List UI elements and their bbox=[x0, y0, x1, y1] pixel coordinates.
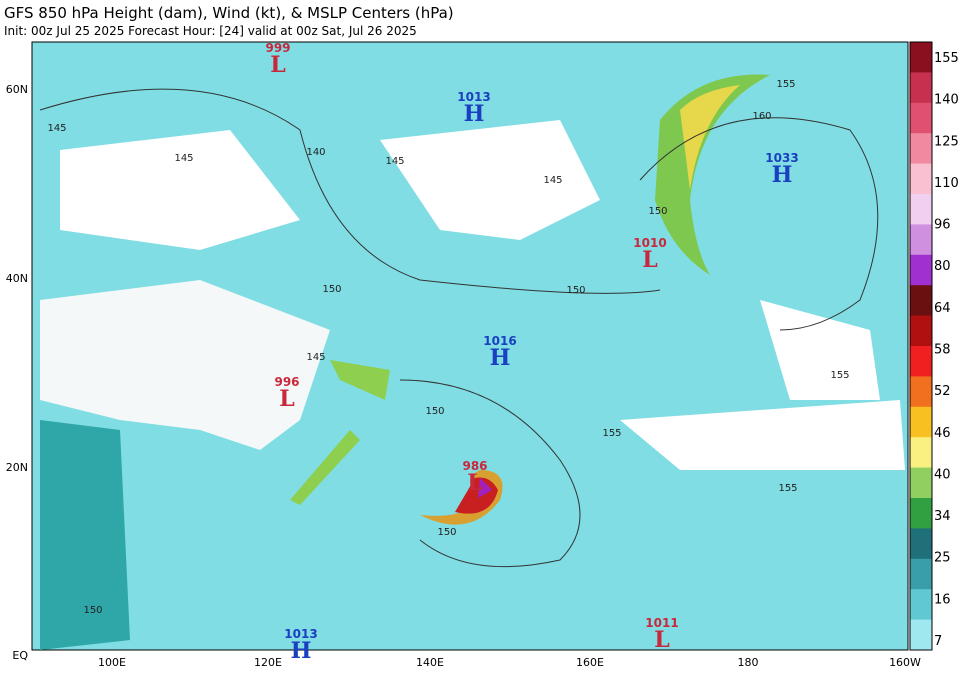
contour-label: 155 bbox=[602, 428, 621, 439]
colorbar-frame bbox=[909, 41, 933, 651]
lat-label: EQ bbox=[12, 649, 28, 662]
wind-band bbox=[330, 360, 390, 400]
contour-label: 155 bbox=[830, 370, 849, 381]
contour-label: 145 bbox=[174, 153, 193, 164]
colorbar-tick: 110 bbox=[934, 176, 959, 191]
colorbar-tick: 34 bbox=[934, 509, 951, 524]
contour-label: 145 bbox=[385, 156, 404, 167]
jet-core bbox=[680, 85, 740, 190]
center-symbol: H bbox=[291, 638, 312, 664]
lon-label: 160W bbox=[889, 656, 921, 669]
contour-label: 145 bbox=[306, 352, 325, 363]
colorbar-tick: 140 bbox=[934, 93, 959, 108]
colorbar-tick: 155 bbox=[934, 51, 959, 66]
center-value: 1016 bbox=[483, 334, 516, 348]
center-value: 1033 bbox=[765, 151, 798, 165]
colorbar-tick: 64 bbox=[934, 301, 951, 316]
colorbar-segment bbox=[910, 254, 932, 286]
wind-band bbox=[290, 430, 360, 505]
lon-label: 100E bbox=[98, 656, 126, 669]
colorbar-tick: 96 bbox=[934, 218, 951, 233]
colorbar-segment bbox=[910, 42, 932, 73]
center-symbol: L bbox=[270, 52, 285, 78]
land-calm bbox=[40, 280, 330, 450]
height-contour bbox=[639, 117, 879, 331]
center-value: 1011 bbox=[645, 616, 678, 630]
lon-label: 140E bbox=[416, 656, 444, 669]
contour-label: 150 bbox=[648, 206, 667, 217]
map-area bbox=[31, 41, 909, 651]
colorbar-segment bbox=[910, 406, 932, 438]
colorbar-segment bbox=[910, 528, 932, 560]
contour-label: 160 bbox=[752, 111, 771, 122]
colorbar-segment bbox=[910, 467, 932, 499]
colorbar-segment bbox=[910, 285, 932, 317]
contour-label: 150 bbox=[437, 527, 456, 538]
colorbar-tick: 46 bbox=[934, 426, 951, 441]
calm-area bbox=[380, 120, 600, 240]
colorbar-segment bbox=[910, 163, 932, 195]
center-value: 999 bbox=[265, 41, 290, 55]
colorbar-segment bbox=[910, 72, 932, 104]
colorbar-segment bbox=[910, 102, 932, 134]
calm-area bbox=[60, 130, 300, 250]
contour-label: 150 bbox=[566, 285, 585, 296]
colorbar-segment bbox=[910, 346, 932, 377]
colorbar-tick: 52 bbox=[934, 384, 951, 399]
colorbar-tick: 125 bbox=[934, 134, 959, 149]
colorbar-segment bbox=[910, 558, 932, 590]
colorbar-segment bbox=[910, 133, 932, 165]
lon-label: 160E bbox=[576, 656, 604, 669]
center-value: 996 bbox=[274, 375, 299, 389]
contour-label: 155 bbox=[778, 483, 797, 494]
colorbar-segment bbox=[910, 315, 932, 347]
colorbar-tick: 7 bbox=[934, 634, 942, 649]
contour-label: 140 bbox=[306, 147, 325, 158]
contour-label: 145 bbox=[543, 175, 562, 186]
colorbar-tick: 25 bbox=[934, 551, 951, 566]
center-symbol: H bbox=[464, 101, 485, 127]
strong-wind bbox=[40, 420, 130, 650]
center-symbol: L bbox=[642, 247, 657, 273]
colorbar-segment bbox=[910, 376, 932, 408]
center-value: 1013 bbox=[457, 90, 490, 104]
height-contour bbox=[39, 88, 661, 294]
subtitle: Init: 00z Jul 25 2025 Forecast Hour: [24… bbox=[4, 24, 417, 38]
lon-label: 120E bbox=[254, 656, 282, 669]
colorbar-segment bbox=[910, 619, 932, 651]
lon-label: 180 bbox=[738, 656, 759, 669]
colorbar-tick: 58 bbox=[934, 343, 951, 358]
colorbar-tick: 16 bbox=[934, 592, 951, 607]
contour-label: 145 bbox=[47, 123, 66, 134]
center-symbol: L bbox=[279, 386, 294, 412]
lat-label: 60N bbox=[6, 83, 28, 96]
colorbar-segment bbox=[910, 498, 932, 529]
center-value: 1013 bbox=[284, 627, 317, 641]
colorbar-segment bbox=[910, 589, 932, 621]
colorbar-segment bbox=[910, 437, 932, 469]
center-symbol: L bbox=[654, 627, 669, 653]
colorbar-segment bbox=[910, 224, 932, 256]
contour-label: 150 bbox=[83, 605, 102, 616]
center-value: 986 bbox=[462, 459, 487, 473]
contour-label: 155 bbox=[776, 79, 795, 90]
center-value: 1010 bbox=[633, 236, 666, 250]
center-symbol: H bbox=[772, 162, 793, 188]
colorbar-segment bbox=[910, 194, 932, 225]
lat-label: 20N bbox=[6, 461, 28, 474]
height-contour bbox=[399, 379, 581, 568]
center-symbol: L bbox=[467, 470, 482, 496]
colorbar-tick: 80 bbox=[934, 259, 951, 274]
contour-label: 150 bbox=[322, 284, 341, 295]
typhoon-eye bbox=[478, 478, 492, 498]
lat-label: 40N bbox=[6, 272, 28, 285]
calm-area bbox=[620, 400, 905, 470]
contour-label: 150 bbox=[425, 406, 444, 417]
title: GFS 850 hPa Height (dam), Wind (kt), & M… bbox=[4, 4, 454, 22]
calm-area bbox=[760, 300, 880, 400]
colorbar-tick: 40 bbox=[934, 467, 951, 482]
center-symbol: H bbox=[490, 345, 511, 371]
